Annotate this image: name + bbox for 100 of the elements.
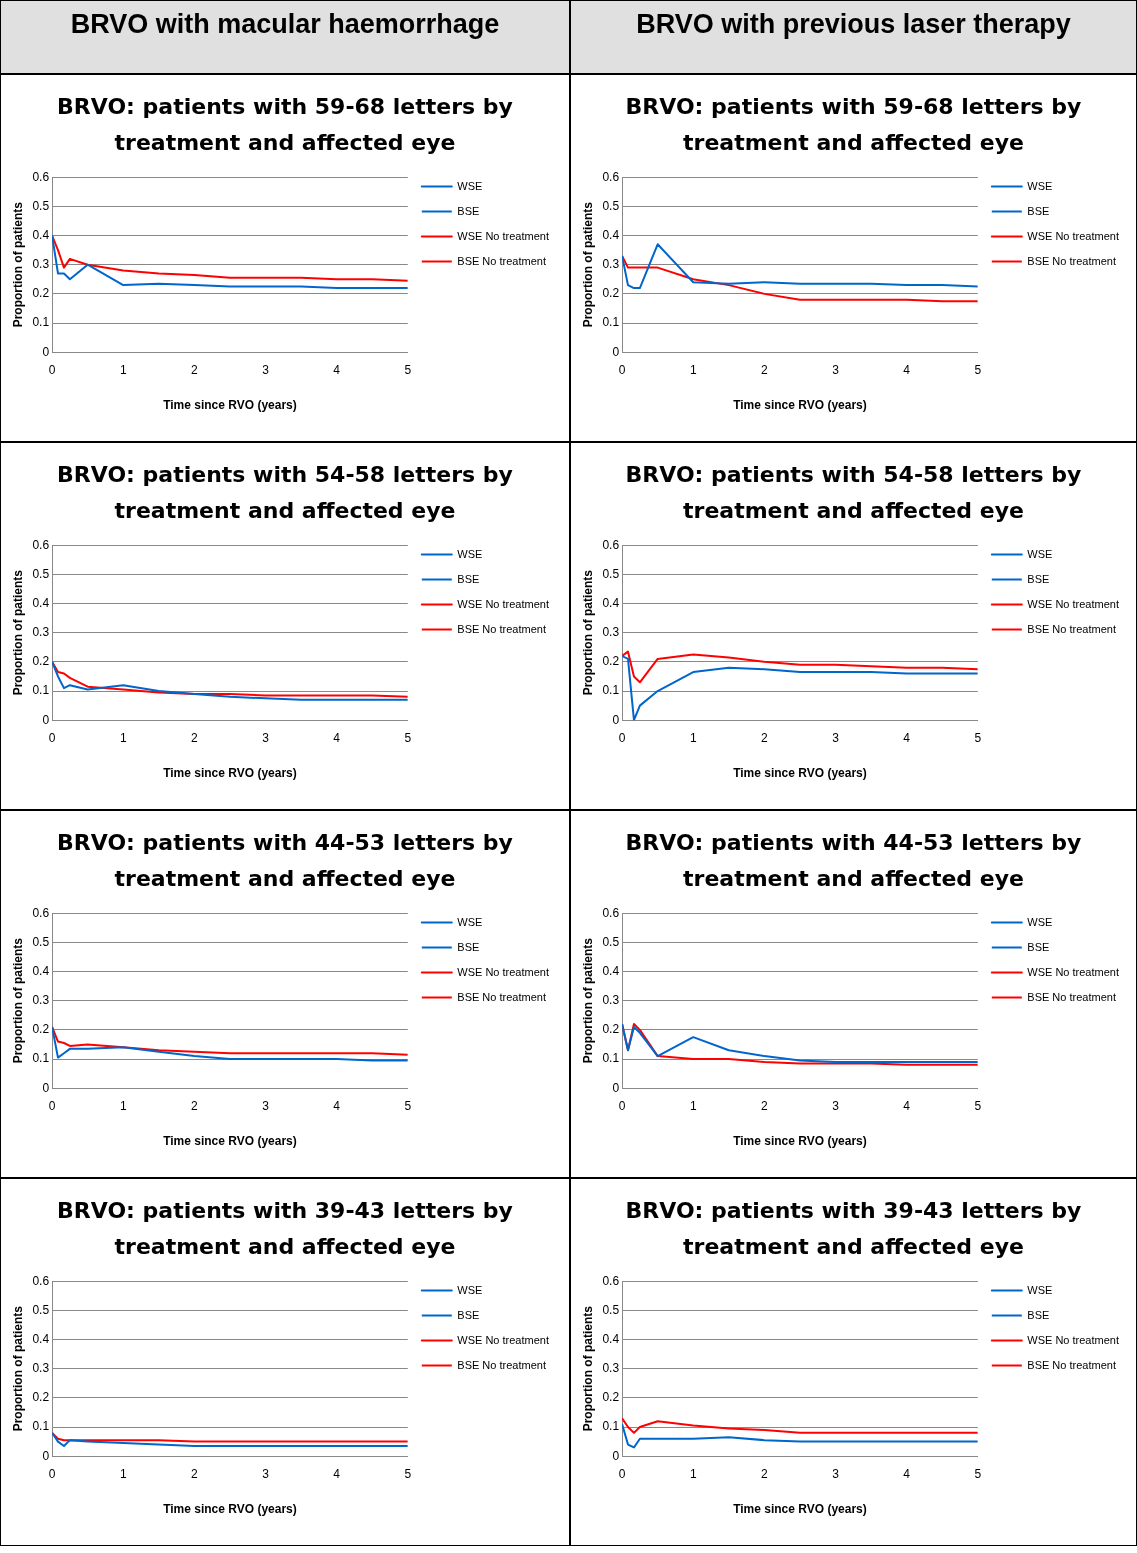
y-tick-label: 0.5: [32, 198, 50, 213]
y-tick-label: 0.2: [602, 654, 620, 669]
legend-label: BSE No treatment: [457, 622, 546, 635]
legend-label: WSE No treatment: [1027, 965, 1120, 978]
legend-label: WSE: [457, 1283, 483, 1296]
x-tick-label: 3: [832, 1466, 840, 1481]
y-tick-label: 0.1: [602, 1419, 620, 1434]
y-tick-label: 0.4: [602, 963, 620, 978]
y-tick-label: 0.2: [32, 654, 50, 669]
chart-title: BRVO: patients with 59-68 letters by treatment and affected eye: [624, 93, 1083, 157]
legend-label: BSE No treatment: [1027, 254, 1116, 267]
chart-title: BRVO: patients with 59-68 letters by treatment and affected eye: [56, 93, 514, 157]
x-tick-label: 4: [903, 730, 911, 745]
text: BRVO with previous laser therapy: [570, 0, 1137, 74]
y-tick-label: 0.6: [32, 537, 50, 552]
legend-label: BSE No treatment: [457, 1358, 546, 1371]
legend-label: WSE: [1027, 547, 1053, 560]
x-tick-label: 1: [119, 730, 127, 745]
y-tick-label: 0.1: [32, 315, 50, 330]
y-tick-label: 0.4: [32, 1331, 50, 1346]
y-tick-label: 0.3: [602, 625, 620, 640]
x-tick-label: 4: [333, 1466, 341, 1481]
y-tick-label: 0.3: [602, 1361, 620, 1376]
x-tick-label: 5: [404, 730, 412, 745]
y-tick-label: 0.3: [32, 257, 50, 272]
legend-label: WSE: [457, 179, 483, 192]
y-tick-label: 0.4: [32, 595, 50, 610]
y-tick-label: 0.1: [32, 1051, 50, 1066]
legend-label: WSE: [1027, 1283, 1053, 1296]
y-tick-label: 0.6: [32, 1273, 50, 1288]
legend-label: WSE No treatment: [457, 965, 550, 978]
legend-label: BSE No treatment: [1027, 990, 1116, 1003]
chart-title: BRVO: patients with 54-58 letters by treatment and affected eye: [56, 461, 514, 525]
y-tick-label: 0.6: [602, 1273, 620, 1288]
y-tick-label: 0.6: [602, 905, 620, 920]
x-tick-label: 1: [689, 1466, 697, 1481]
y-tick-label: 0: [612, 344, 620, 359]
legend-label: WSE No treatment: [457, 229, 550, 242]
y-tick-label: 0: [42, 344, 50, 359]
y-tick-label: 0: [612, 1080, 620, 1095]
y-tick-label: 0.6: [32, 905, 50, 920]
chart-title: BRVO: patients with 54-58 letters by treatment and affected eye: [624, 461, 1083, 525]
x-tick-label: 3: [832, 362, 840, 377]
legend-label: BSE: [1027, 1308, 1050, 1321]
y-tick-label: 0.2: [602, 1390, 620, 1405]
x-tick-label: 1: [689, 1098, 697, 1113]
x-tick-label: 3: [832, 730, 840, 745]
x-tick-label: 5: [404, 1098, 412, 1113]
x-tick-label: 4: [903, 1466, 911, 1481]
y-tick-label: 0.6: [602, 169, 620, 184]
y-tick-label: 0.4: [602, 595, 620, 610]
chart-title: BRVO: patients with 44-53 letters by treatment and affected eye: [56, 829, 514, 893]
x-tick-label: 1: [689, 362, 697, 377]
x-axis-title: Time since RVO (years): [733, 398, 867, 413]
y-axis-title: Proportion of patients: [580, 569, 595, 696]
x-tick-label: 5: [974, 730, 982, 745]
y-tick-label: 0.2: [32, 1022, 50, 1037]
x-tick-label: 2: [191, 362, 199, 377]
x-tick-label: 1: [119, 1098, 127, 1113]
x-tick-label: 2: [191, 730, 199, 745]
y-axis-title: Proportion of patients: [580, 201, 595, 328]
legend-label: BSE: [1027, 940, 1050, 953]
legend-label: BSE: [1027, 572, 1050, 585]
y-tick-label: 0: [42, 712, 50, 727]
x-tick-label: 2: [761, 1098, 769, 1113]
y-tick-label: 0.1: [32, 1419, 50, 1434]
y-tick-label: 0.4: [602, 1331, 620, 1346]
x-axis-title: Time since RVO (years): [163, 1134, 297, 1149]
x-tick-label: 3: [262, 362, 270, 377]
y-tick-label: 0.1: [32, 683, 50, 698]
legend-label: WSE No treatment: [457, 597, 550, 610]
legend-label: BSE No treatment: [457, 254, 546, 267]
y-tick-label: 0.4: [32, 963, 50, 978]
y-tick-label: 0.2: [32, 1390, 50, 1405]
x-tick-label: 2: [191, 1466, 199, 1481]
chart-title: BRVO: patients with 44-53 letters by treatment and affected eye: [624, 829, 1083, 893]
legend-label: WSE: [457, 915, 483, 928]
legend-label: WSE: [1027, 179, 1053, 192]
y-tick-label: 0: [42, 1080, 50, 1095]
x-tick-label: 4: [903, 362, 911, 377]
y-tick-label: 0.2: [32, 286, 50, 301]
y-axis-title: Proportion of patients: [10, 937, 25, 1064]
y-axis-title: Proportion of patients: [580, 1305, 595, 1432]
x-axis-title: Time since RVO (years): [733, 1502, 867, 1517]
x-tick-label: 4: [903, 1098, 911, 1113]
legend-label: BSE No treatment: [1027, 1358, 1116, 1371]
y-tick-label: 0.5: [602, 566, 620, 581]
legend-label: BSE No treatment: [457, 990, 546, 1003]
x-tick-label: 3: [262, 1466, 270, 1481]
y-tick-label: 0.2: [602, 286, 620, 301]
legend-label: BSE No treatment: [1027, 622, 1116, 635]
chart-title: BRVO: patients with 39-43 letters by treatment and affected eye: [624, 1197, 1083, 1261]
y-tick-label: 0.5: [602, 198, 620, 213]
y-tick-label: 0.3: [602, 993, 620, 1008]
x-tick-label: 3: [262, 730, 270, 745]
y-tick-label: 0.3: [32, 1361, 50, 1376]
x-tick-label: 4: [333, 1098, 341, 1113]
y-tick-label: 0.1: [602, 315, 620, 330]
legend-label: BSE: [457, 204, 480, 217]
y-axis-title: Proportion of patients: [10, 201, 25, 328]
